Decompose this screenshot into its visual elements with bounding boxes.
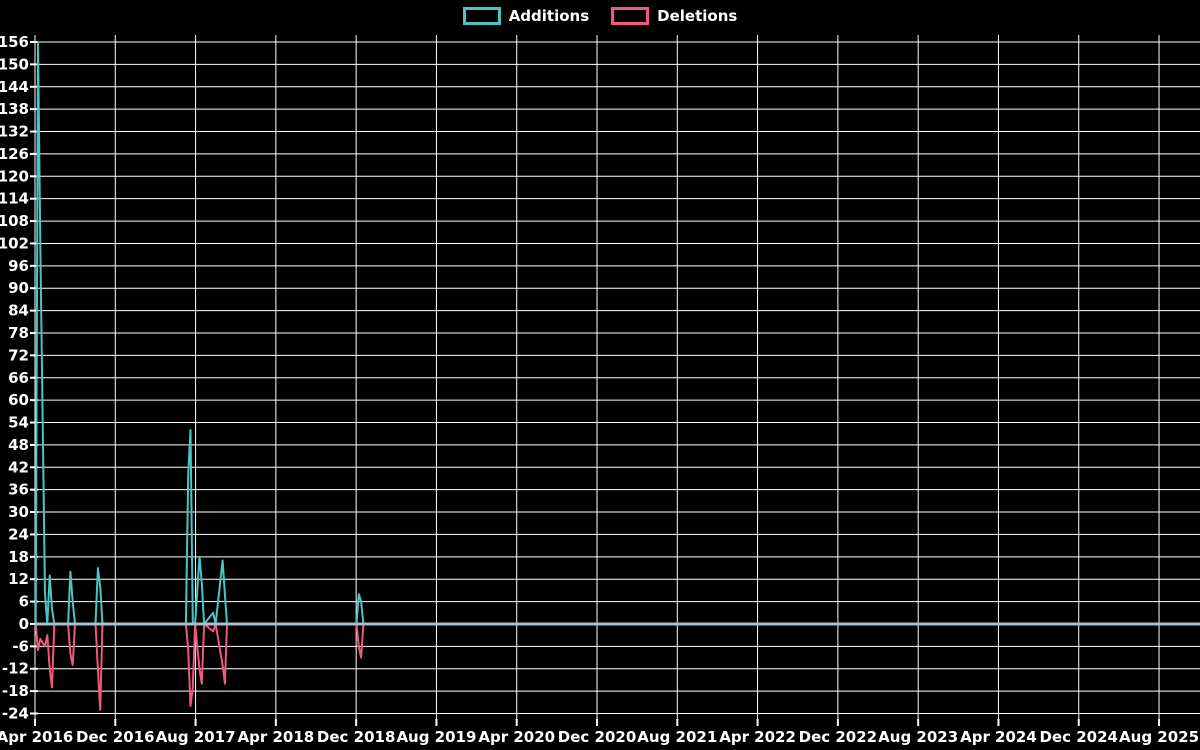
y-axis-tick-label: 156 bbox=[0, 33, 29, 51]
y-axis-tick-label: 84 bbox=[8, 302, 29, 320]
y-axis-tick-label: 12 bbox=[8, 570, 29, 588]
x-axis-tick-label: Apr 2016 bbox=[0, 728, 73, 746]
x-axis-tick-label: Aug 2025 bbox=[1119, 728, 1199, 746]
legend-label-additions: Additions bbox=[508, 6, 590, 25]
y-axis-tick-label: 0 bbox=[19, 615, 29, 633]
y-axis-tick-label: 60 bbox=[8, 391, 29, 409]
y-axis-tick-label: 144 bbox=[0, 78, 29, 96]
x-axis-tick-label: Apr 2022 bbox=[719, 728, 796, 746]
legend-label-deletions: Deletions bbox=[657, 6, 738, 25]
y-axis-tick-label: 96 bbox=[8, 257, 29, 275]
series-line-deletions bbox=[34, 623, 365, 711]
y-axis-tick-label: 24 bbox=[8, 525, 29, 543]
additions-swatch-icon bbox=[462, 7, 501, 25]
x-axis-tick-label: Aug 2023 bbox=[878, 728, 958, 746]
y-axis-tick-label: 30 bbox=[8, 503, 29, 521]
y-axis-tick-label: 6 bbox=[19, 593, 29, 611]
x-axis-tick-label: Aug 2019 bbox=[396, 728, 476, 746]
legend-item-additions[interactable]: Additions bbox=[462, 6, 590, 25]
y-axis-tick-label: 18 bbox=[8, 548, 29, 566]
x-axis-tick-label: Apr 2024 bbox=[960, 728, 1037, 746]
y-axis-tick-label: -18 bbox=[2, 682, 29, 700]
x-axis-tick-label: Dec 2020 bbox=[558, 728, 637, 746]
legend-item-deletions[interactable]: Deletions bbox=[611, 7, 737, 25]
y-axis-tick-label: -12 bbox=[2, 660, 29, 678]
chart-legend: Additions Deletions bbox=[0, 7, 1200, 25]
x-axis-tick-label: Aug 2017 bbox=[156, 728, 236, 746]
x-axis-tick-label: Dec 2018 bbox=[317, 728, 396, 746]
x-axis-tick-label: Dec 2022 bbox=[799, 728, 878, 746]
y-axis-tick-label: 114 bbox=[0, 190, 29, 208]
x-axis-tick-label: Apr 2020 bbox=[478, 728, 555, 746]
y-axis-tick-label: -24 bbox=[2, 705, 29, 723]
y-axis-tick-label: -6 bbox=[12, 637, 29, 655]
y-axis-tick-label: 120 bbox=[0, 167, 29, 185]
y-axis-tick-label: 138 bbox=[0, 100, 29, 118]
y-axis-tick-label: 72 bbox=[8, 346, 29, 364]
x-axis-tick-label: Apr 2018 bbox=[238, 728, 315, 746]
y-axis-tick-label: 42 bbox=[8, 458, 29, 476]
y-axis-tick-label: 108 bbox=[0, 212, 29, 230]
y-axis-tick-label: 78 bbox=[8, 324, 29, 342]
y-axis-tick-label: 126 bbox=[0, 145, 29, 163]
x-axis-tick-label: Aug 2021 bbox=[637, 728, 717, 746]
y-axis-tick-label: 66 bbox=[8, 369, 29, 387]
y-axis-tick-label: 48 bbox=[8, 436, 29, 454]
y-axis-tick-label: 150 bbox=[0, 55, 29, 73]
x-axis-tick-label: Dec 2024 bbox=[1039, 728, 1118, 746]
x-axis-tick-label: Dec 2016 bbox=[76, 728, 155, 746]
y-axis-tick-label: 54 bbox=[8, 414, 29, 432]
y-axis-tick-label: 36 bbox=[8, 481, 29, 499]
y-axis-tick-label: 132 bbox=[0, 123, 29, 141]
deletions-swatch-icon bbox=[611, 7, 650, 25]
y-axis-tick-label: 102 bbox=[0, 234, 29, 252]
y-axis-tick-label: 90 bbox=[8, 279, 29, 297]
